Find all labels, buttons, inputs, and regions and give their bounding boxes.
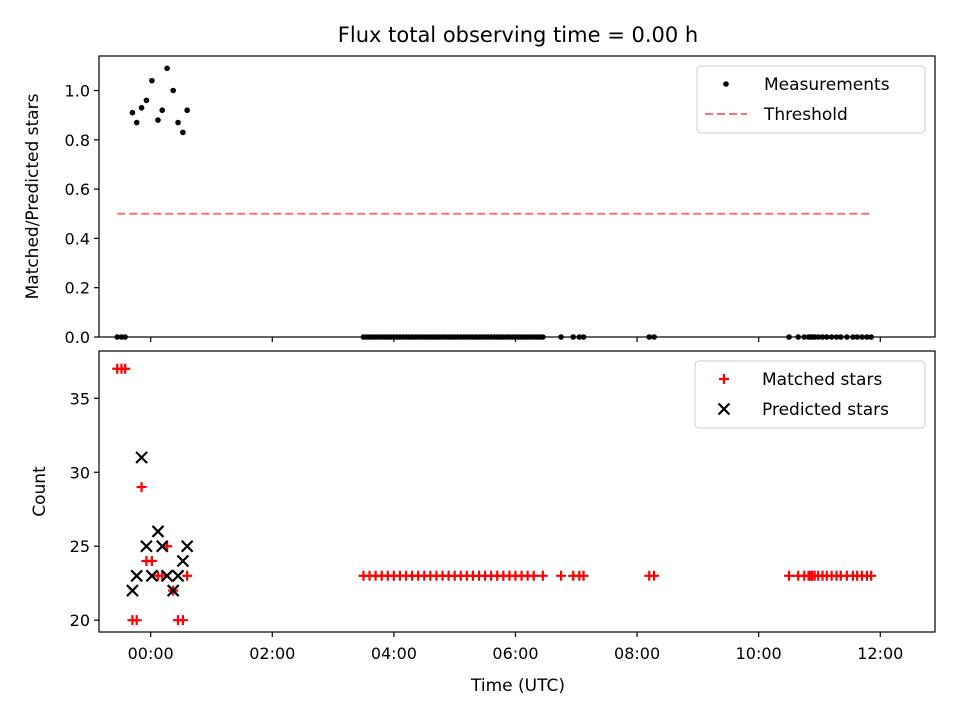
x-tick-label: 02:00 xyxy=(249,644,295,663)
y-tick-label: 20 xyxy=(70,611,90,630)
legend-label: Measurements xyxy=(764,75,890,95)
legend-marker xyxy=(717,402,731,416)
measurement-point xyxy=(159,107,166,114)
series-predicted-stars xyxy=(126,451,194,597)
measurement-point xyxy=(164,65,170,72)
predicted-star-point xyxy=(166,584,180,597)
legend-label: Matched stars xyxy=(762,370,882,390)
matched-star-point xyxy=(649,570,660,581)
y-tick-label: 0.0 xyxy=(65,328,90,347)
y-tick-label: 35 xyxy=(70,389,90,408)
y-axis-label: Count xyxy=(30,466,50,517)
matched-star-point xyxy=(146,556,157,567)
y-tick-label: 0.4 xyxy=(65,229,90,248)
figure-title: Flux total observing time = 0.00 h xyxy=(338,23,698,47)
matched-star-point xyxy=(182,570,193,581)
matched-star-point xyxy=(136,482,147,493)
measurement-point xyxy=(133,119,140,126)
legend-marker xyxy=(719,374,729,384)
y-tick-label: 0.6 xyxy=(65,180,90,199)
predicted-star-point xyxy=(140,539,153,553)
plot-frame xyxy=(98,350,936,633)
matched-star-point xyxy=(866,570,877,581)
measurement-point xyxy=(149,77,155,84)
y-tick-label: 25 xyxy=(70,537,90,556)
predicted-star-point xyxy=(145,569,159,583)
measurement-point xyxy=(175,119,181,126)
legend-marker xyxy=(723,81,729,87)
y-tick-label: 0.2 xyxy=(65,279,90,298)
matched-star-point xyxy=(528,570,539,581)
matched-star-point xyxy=(131,615,142,626)
measurement-point xyxy=(129,109,136,116)
predicted-star-point xyxy=(130,569,143,583)
y-axis-label: Matched/Predicted stars xyxy=(23,93,43,299)
series-matched-stars xyxy=(112,363,877,626)
legend-box xyxy=(696,65,926,134)
measurement-point xyxy=(180,129,186,136)
x-axis-label: Time (UTC) xyxy=(470,676,565,696)
predicted-star-point xyxy=(126,584,139,597)
predicted-star-point xyxy=(135,451,148,464)
matched-star-point xyxy=(556,570,567,581)
measurement-point xyxy=(138,104,145,111)
bottom-panel: 00:00 02:00 04:00 06:00 08:00 10:00 12:00 20 25 3… xyxy=(30,350,936,663)
measurement-point xyxy=(155,117,161,123)
legend-box xyxy=(694,360,926,429)
measurement-point xyxy=(170,87,176,94)
matched-star-point xyxy=(177,615,188,626)
matched-star-point xyxy=(537,570,548,581)
predicted-star-point xyxy=(180,539,194,553)
matched-star-point xyxy=(120,363,131,374)
x-tick-label: 10:00 xyxy=(736,644,782,663)
plot-frame xyxy=(98,55,936,338)
matched-star-point xyxy=(784,570,795,581)
x-tick-label: 00:00 xyxy=(128,644,174,663)
legend: Matched stars Predicted stars xyxy=(694,360,926,429)
x-tick-label: 06:00 xyxy=(492,644,538,663)
predicted-star-point xyxy=(151,525,165,538)
y-tick-label: 30 xyxy=(70,463,90,482)
y-tick-label: 1.0 xyxy=(65,82,90,101)
predicted-star-point xyxy=(155,539,169,553)
x-tick-label: 08:00 xyxy=(614,644,660,663)
predicted-star-point xyxy=(171,569,185,583)
y-tick-label: 0.8 xyxy=(65,131,90,150)
predicted-star-point xyxy=(160,569,174,583)
legend-label: Threshold xyxy=(763,105,848,125)
measurement-point xyxy=(184,107,190,114)
legend: Measurements Threshold xyxy=(696,65,926,134)
x-tick-label: 04:00 xyxy=(371,644,417,663)
x-tick-label: 12:00 xyxy=(857,644,903,663)
predicted-star-point xyxy=(176,554,190,568)
legend-label: Predicted stars xyxy=(762,400,889,420)
top-panel: 0.0 0.2 0.4 0.6 0.8 1.0 Matched/Predicted star… xyxy=(23,55,936,347)
matched-star-point xyxy=(578,570,589,581)
measurement-point xyxy=(143,97,150,104)
